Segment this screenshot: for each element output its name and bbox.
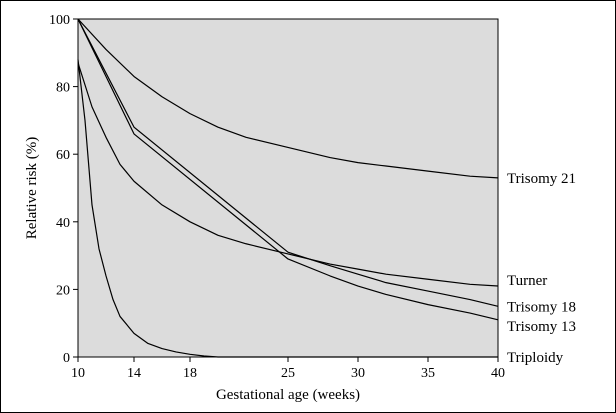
x-tick-label: 30 (351, 366, 365, 381)
series-label-triploidy: Triploidy (507, 350, 564, 366)
series-line-trisomy-13 (77, 18, 499, 321)
series-line-turner (77, 62, 499, 287)
y-tick-label: 60 (56, 148, 70, 163)
series-label-turner: Turner (507, 273, 547, 289)
series-label-trisomy-21: Trisomy 21 (507, 171, 576, 187)
series-label-trisomy-18: Trisomy 18 (507, 299, 576, 315)
x-tick-label: 14 (127, 366, 141, 381)
series-line-trisomy-21 (77, 18, 499, 179)
y-tick-label: 80 (56, 81, 70, 96)
series-line-trisomy-18 (77, 18, 499, 307)
series-line-triploidy (77, 59, 498, 358)
plot-area (77, 18, 499, 358)
y-tick-label: 100 (49, 13, 70, 28)
y-tick-label: 20 (56, 283, 70, 298)
x-tick-label: 25 (281, 366, 295, 381)
x-axis-label: Gestational age (weeks) (216, 387, 360, 403)
x-tick-label: 35 (421, 366, 435, 381)
y-tick-label: 40 (56, 216, 70, 231)
x-tick-label: 40 (491, 366, 505, 381)
series-label-trisomy-13: Trisomy 13 (507, 319, 576, 335)
x-tick-label: 10 (71, 366, 85, 381)
x-tick-label: 18 (183, 366, 197, 381)
y-axis-label: Relative risk (%) (24, 137, 40, 239)
y-tick-label: 0 (63, 351, 70, 366)
